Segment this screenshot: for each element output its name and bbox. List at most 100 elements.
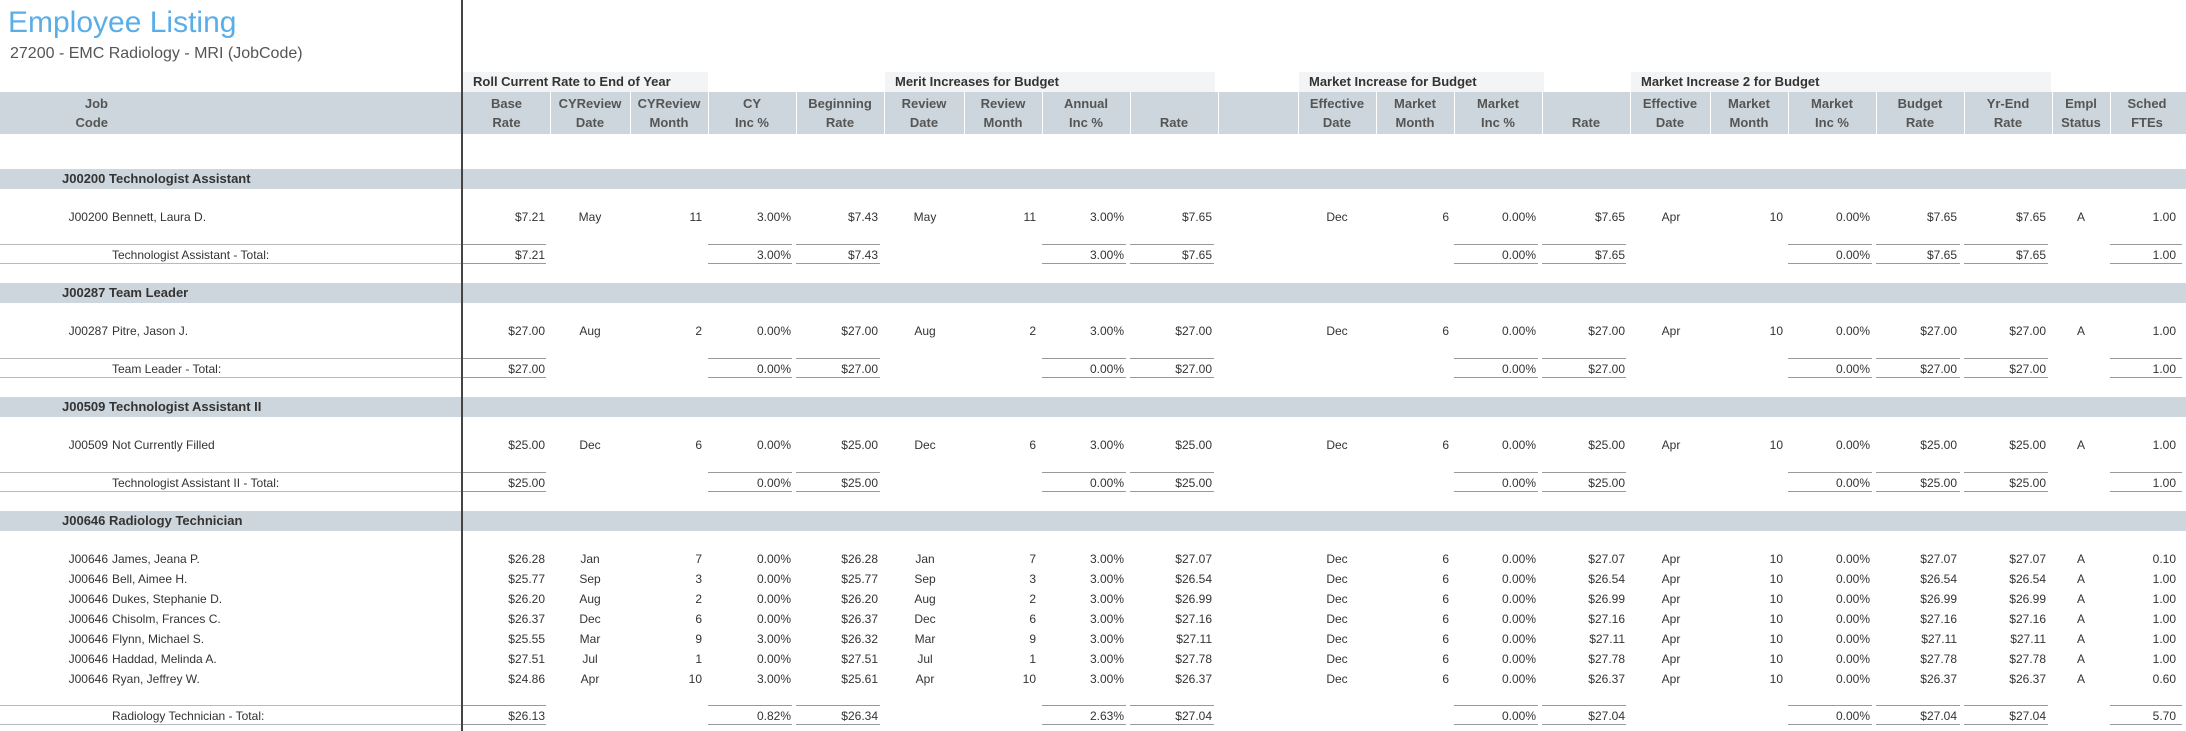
- total-line: [1876, 724, 1960, 725]
- column-header-mkt_inc[interactable]: Market Inc %: [1454, 92, 1542, 134]
- total-line: [1964, 705, 2048, 706]
- column-header-line: Date: [1655, 115, 1685, 130]
- data-cell: 3.00%: [1089, 572, 1124, 586]
- data-cell: 0.00%: [1501, 210, 1536, 224]
- column-header-yrend[interactable]: Yr-End Rate: [1964, 92, 2052, 134]
- column-header-annual[interactable]: Annual Inc %: [1042, 92, 1130, 134]
- data-cell: 2: [1029, 592, 1036, 606]
- data-cell: Dec: [1326, 324, 1348, 338]
- data-cell: $26.54: [1588, 572, 1625, 586]
- column-header-rate2[interactable]: Rate: [1542, 92, 1630, 134]
- employee-name-cell: Pitre, Jason J.: [112, 324, 189, 338]
- total-line: [463, 244, 546, 245]
- section-header-bar[interactable]: [0, 511, 2186, 531]
- total-cell: 0.00%: [1089, 476, 1124, 490]
- column-header-begin[interactable]: Beginning Rate: [796, 92, 884, 134]
- column-header-line: Rate: [492, 115, 521, 130]
- total-line: [1130, 244, 1214, 245]
- data-cell: 3.00%: [756, 672, 791, 686]
- data-cell: 6: [1442, 324, 1449, 338]
- employee-name-cell: Haddad, Melinda A.: [112, 652, 217, 666]
- data-cell: $25.00: [2009, 438, 2046, 452]
- data-cell: 10: [1769, 324, 1783, 338]
- data-cell: 1: [1029, 652, 1036, 666]
- column-header-line: Inc %: [1481, 115, 1515, 130]
- column-header-mkt_month[interactable]: Market Month: [1376, 92, 1454, 134]
- column-header-line: CYReview: [558, 96, 622, 111]
- data-cell: 6: [1442, 438, 1449, 452]
- data-cell: Apr: [1661, 592, 1681, 606]
- column-header-line: Inc %: [1069, 115, 1103, 130]
- page-title: Employee Listing: [8, 6, 237, 39]
- total-line: [708, 244, 792, 245]
- row-divider: [0, 491, 463, 492]
- job-code-cell: J00287: [68, 324, 108, 338]
- column-header-line: Rate: [1993, 115, 2023, 130]
- data-cell: $27.11: [1589, 632, 1625, 646]
- column-header-line: Effective: [1642, 96, 1698, 111]
- total-line: [1130, 263, 1214, 264]
- column-header-rate1[interactable]: Rate: [1130, 92, 1218, 134]
- total-line: [1130, 724, 1214, 725]
- column-header-jobcode[interactable]: Job Code: [40, 92, 109, 134]
- data-cell: $27.11: [1921, 632, 1957, 646]
- total-line: [796, 491, 880, 492]
- data-cell: 10: [1769, 552, 1783, 566]
- column-header-eff_date2[interactable]: Effective Date: [1630, 92, 1710, 134]
- total-cell: $27.00: [2009, 362, 2046, 376]
- data-cell: Jan: [580, 552, 600, 566]
- data-cell: Sep: [579, 572, 601, 586]
- total-cell: $26.13: [508, 709, 545, 723]
- data-cell: Apr: [1661, 572, 1681, 586]
- data-cell: A: [2076, 592, 2085, 606]
- total-line: [1542, 705, 1626, 706]
- column-header-eff_date[interactable]: Effective Date: [1298, 92, 1376, 134]
- total-line: [1964, 724, 2048, 725]
- data-cell: 0.00%: [756, 652, 791, 666]
- column-header-fte[interactable]: Sched FTEs: [2110, 92, 2184, 134]
- total-cell: 0.00%: [1501, 248, 1536, 262]
- column-header-empl[interactable]: Empl Status: [2052, 92, 2110, 134]
- total-line: [1454, 491, 1538, 492]
- total-cell: $27.04: [1588, 709, 1625, 723]
- column-header-budget[interactable]: Budget Rate: [1876, 92, 1964, 134]
- total-cell: 0.00%: [1835, 709, 1870, 723]
- data-cell: $27.16: [1175, 612, 1212, 626]
- total-cell: $27.00: [1175, 362, 1212, 376]
- data-cell: A: [2076, 552, 2085, 566]
- row-divider: [0, 358, 463, 359]
- column-header-rev_month[interactable]: Review Month: [964, 92, 1042, 134]
- column-separator: [1542, 92, 1543, 134]
- total-line: [1130, 491, 1214, 492]
- total-line: [1788, 724, 1872, 725]
- section-header: J00200 Technologist Assistant: [62, 171, 251, 186]
- total-line: [1788, 358, 1872, 359]
- total-line: [1788, 491, 1872, 492]
- column-header-mkt2_inc[interactable]: Market Inc %: [1788, 92, 1876, 134]
- column-separator: [708, 92, 709, 134]
- section-header-bar[interactable]: [0, 397, 2186, 417]
- column-header-cyrev_month[interactable]: CYReview Month: [630, 92, 708, 134]
- data-cell: 9: [695, 632, 702, 646]
- data-cell: 10: [1769, 612, 1783, 626]
- data-cell: 6: [1442, 612, 1449, 626]
- total-line: [1542, 491, 1626, 492]
- total-cell: $26.34: [841, 709, 878, 723]
- data-cell: A: [2076, 612, 2085, 626]
- data-cell: 0.00%: [1501, 438, 1536, 452]
- section-header-bar[interactable]: [0, 283, 2186, 303]
- column-header-cyrev_date[interactable]: CYReview Date: [550, 92, 630, 134]
- data-cell: Apr: [1661, 672, 1681, 686]
- total-line: [1542, 244, 1626, 245]
- data-cell: Dec: [1326, 552, 1348, 566]
- column-header-mkt2_month[interactable]: Market Month: [1710, 92, 1788, 134]
- column-header-base[interactable]: Base Rate: [463, 92, 550, 134]
- data-cell: $26.32: [841, 632, 878, 646]
- column-header-cy_inc[interactable]: CY Inc %: [708, 92, 796, 134]
- data-cell: 6: [695, 612, 702, 626]
- column-header-line: Market: [1394, 96, 1436, 111]
- column-header-rev_date[interactable]: Review Date: [884, 92, 964, 134]
- section-header-bar[interactable]: [0, 169, 2186, 189]
- total-line: [708, 472, 792, 473]
- column-header-line: Rate: [1571, 115, 1601, 130]
